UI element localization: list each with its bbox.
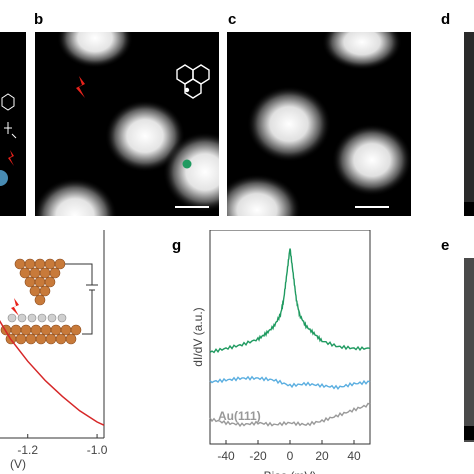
scale-bar-c	[355, 206, 389, 208]
tip-sample-schematic	[0, 258, 98, 345]
panel-label-c: c	[228, 11, 237, 28]
panel-label-b: b	[34, 11, 44, 28]
substrate-atoms	[0, 324, 82, 345]
stm-image-e	[464, 258, 474, 442]
scale-bar-d-box	[464, 202, 474, 216]
stm-image-a-canvas	[0, 93, 17, 186]
series-line-red	[0, 320, 105, 426]
x-tick-label: -1.0	[87, 443, 108, 457]
molecule-layer	[7, 313, 67, 323]
spectrum-plot-g: -40 -20 0 20 40 Au(111) dI/dV (a.u.) Bias (m…	[191, 230, 371, 474]
x-tick-label: 20	[315, 449, 329, 463]
panel-label-e: e	[441, 237, 450, 254]
tip-pulse-icon	[11, 298, 19, 316]
stm-image-d	[464, 32, 474, 216]
series-line	[209, 248, 371, 354]
au111-series-label: Au(111)	[218, 409, 261, 423]
stm-image-c-canvas	[227, 32, 411, 216]
y-axis-label-g: dI/dV (a.u.)	[191, 307, 205, 366]
series-line	[209, 402, 371, 428]
x-tick-label: -20	[249, 449, 267, 463]
panel-label-d: d	[441, 11, 451, 28]
tip-position-marker-green	[182, 159, 192, 169]
scale-bar-b	[175, 206, 209, 208]
stm-image-b	[35, 32, 219, 216]
x-tick-label: -1.2	[17, 443, 38, 457]
scale-bar-e-box	[464, 426, 474, 440]
spectrum-plot-left: -1.2 -1.0 (V)	[0, 230, 108, 471]
phenalenyl-molecule-icon	[176, 64, 210, 99]
stm-image-b-canvas	[35, 32, 219, 216]
tip-pulse-icon	[8, 150, 14, 166]
x-tick-label: -40	[217, 449, 235, 463]
x-tick-label: 40	[347, 449, 361, 463]
series-line	[209, 375, 371, 391]
x-axis-label-g: Bias (mV)	[264, 469, 317, 474]
adsorption-site-marker	[0, 170, 8, 186]
stm-image-c	[227, 32, 411, 216]
tip-atoms	[14, 258, 66, 306]
x-axis-label-left: (V)	[10, 457, 26, 471]
panel-label-g: g	[172, 237, 182, 254]
tip-pulse-icon	[76, 76, 85, 98]
left-plot-axes	[0, 230, 105, 439]
molecule-sketch-icon	[1, 93, 17, 139]
left-plot-ticks: -1.2 -1.0	[17, 434, 108, 457]
bias-circuit	[65, 263, 98, 335]
g-plot-ticks: -40 -20 0 20 40	[217, 440, 361, 463]
stm-image-a	[0, 32, 26, 216]
x-tick-label: 0	[287, 449, 294, 463]
g-plot-series	[209, 248, 371, 428]
